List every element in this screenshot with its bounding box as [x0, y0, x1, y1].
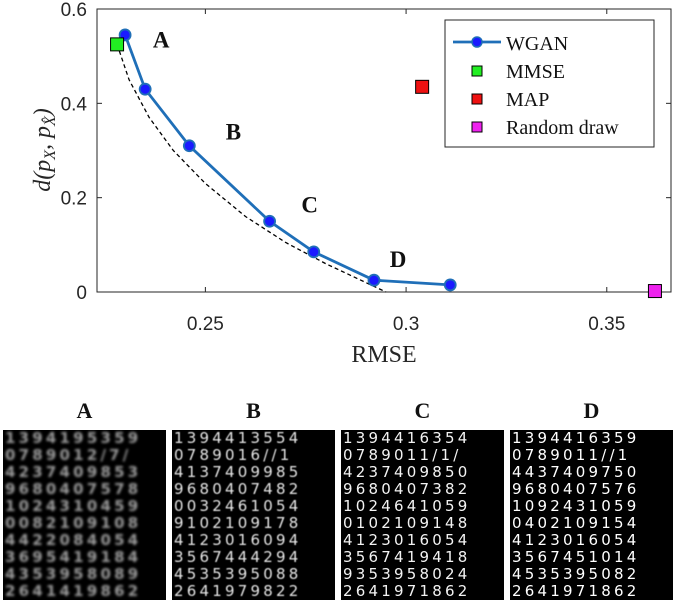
- panel-label: A: [76, 398, 93, 423]
- digit-row: 4353958089: [5, 565, 142, 583]
- digit-row: 0789012/7/: [5, 446, 132, 464]
- digit-row: 9102109178: [174, 514, 302, 532]
- digit-row: 9680407382: [343, 480, 471, 498]
- wgan-data-point: [307, 245, 321, 259]
- digit-row: 4237409850: [343, 463, 471, 481]
- legend: WGAN MMSE MAP Random draw: [444, 19, 655, 148]
- wgan-data-point: [263, 214, 277, 228]
- panel-label: D: [583, 398, 600, 423]
- legend-mmse-label: MMSE: [506, 61, 565, 83]
- digit-row: 2641979822: [174, 582, 302, 600]
- digit-row: 4422084054: [5, 531, 142, 549]
- mmse-data-point: [110, 37, 125, 52]
- digit-row: 0082109108: [5, 514, 142, 532]
- y-tick-label: 0.6: [61, 0, 87, 21]
- digit-row: 1092431059: [512, 497, 640, 515]
- digit-row: 4123016054: [343, 531, 471, 549]
- x-tick-label: 0.3: [393, 314, 419, 335]
- digit-row: 1394416354: [343, 430, 471, 447]
- y-axis-label: d(pX, pX̂): [30, 108, 59, 192]
- digit-image-grid: 1394413554 0789016//1 4137409985 9680407482…: [172, 430, 335, 600]
- digit-image-grid: 1394195359 0789012/7/4237409853 9680407578…: [3, 430, 166, 600]
- digit-row: 3695419184: [5, 548, 142, 566]
- digit-row: 9680407576: [512, 480, 640, 498]
- digit-row: 4123016094: [174, 531, 302, 549]
- x-axis-label: RMSE: [351, 342, 416, 368]
- point-annotation: B: [226, 120, 241, 145]
- digit-row: 0789016//1: [174, 446, 293, 464]
- digit-row: 3567451014: [512, 548, 640, 566]
- sample-panel-d: D 1394416359 0789011//1 4437409750 96804075…: [510, 396, 673, 604]
- random-draw-data-point: [647, 284, 662, 299]
- sample-panel-b: B 1394413554 0789016//1 4137409985 96804074…: [172, 396, 335, 604]
- legend-map-label: MAP: [506, 89, 549, 111]
- wgan-data-point: [367, 273, 381, 287]
- y-tick-label: 0: [76, 283, 87, 304]
- legend-mmse-marker: [471, 65, 483, 77]
- svg-text:d(pX, pX̂): d(pX, pX̂): [30, 108, 59, 192]
- legend-random-marker: [471, 121, 483, 133]
- rate-distortion-chart: 0.25 0.3 0.35 0 0.2 0.4 0.6 A B C D RMSE d(pX, pX…: [30, 0, 672, 368]
- digit-row: 0789011/1/: [343, 446, 462, 464]
- point-annotation: C: [301, 193, 318, 218]
- digit-row: 0789011//1: [512, 446, 631, 464]
- legend-wgan-marker: [471, 36, 483, 48]
- sample-panel-c: C 1394416354 0789011/1/4237409850 96804073…: [341, 396, 504, 604]
- digit-row: 1024310459: [5, 497, 142, 515]
- digit-row: 9680407578: [5, 480, 142, 498]
- digit-row: 4437409750: [512, 463, 640, 481]
- map-data-point: [415, 79, 430, 94]
- digit-row: 0402109154: [512, 514, 640, 532]
- legend-map-marker: [471, 93, 483, 105]
- digit-image-grid: 1394416359 0789011//1 4437409750 9680407576…: [510, 430, 673, 600]
- digit-row: 2641419862: [5, 582, 142, 600]
- digit-row: 0032461054: [174, 497, 302, 515]
- panel-label: B: [246, 398, 261, 423]
- digit-row: 4123016054: [512, 531, 640, 549]
- digit-row: 3567419418: [343, 548, 471, 566]
- legend-random-label: Random draw: [506, 117, 619, 139]
- x-tick-label: 0.35: [588, 314, 625, 335]
- digit-row: 1394195359: [5, 430, 142, 447]
- sample-grids: A 1394195359 0789012/7/4237409853 96804075…: [0, 396, 677, 604]
- digit-image-grid: 1394416354 0789011/1/4237409850 9680407382…: [341, 430, 504, 600]
- panel-label: C: [414, 398, 431, 423]
- wgan-data-point: [182, 139, 196, 153]
- digit-row: 1024641059: [343, 497, 471, 515]
- x-tick-label: 0.25: [187, 314, 224, 335]
- digit-row: 3567444294: [174, 548, 302, 566]
- digit-row: 4535395082: [512, 565, 640, 583]
- y-tick-label: 0.4: [61, 94, 88, 115]
- digit-row: 9680407482: [174, 480, 302, 498]
- point-annotation: D: [390, 247, 407, 272]
- wgan-data-point: [443, 278, 457, 292]
- dashed-bound-curve: [116, 44, 387, 293]
- wgan-data-point: [138, 82, 152, 96]
- y-tick-label: 0.2: [61, 189, 87, 210]
- digit-row: 4237409853: [5, 463, 142, 481]
- legend-wgan-label: WGAN: [506, 33, 568, 55]
- sample-panel-a: A 1394195359 0789012/7/4237409853 96804075…: [3, 396, 166, 604]
- digit-row: 1394413554: [174, 430, 302, 447]
- digit-row: 4535395088: [174, 565, 302, 583]
- digit-row: 2641971862: [512, 582, 640, 600]
- point-annotation: A: [153, 28, 170, 53]
- digit-row: 4137409985: [174, 463, 302, 481]
- digit-row: 0102109148: [343, 514, 471, 532]
- digit-row: 2641971862: [343, 582, 471, 600]
- digit-row: 9353958024: [343, 565, 471, 583]
- digit-row: 1394416359: [512, 430, 640, 447]
